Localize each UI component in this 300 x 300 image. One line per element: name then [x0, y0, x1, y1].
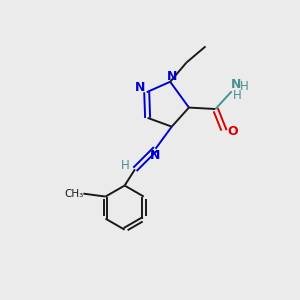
Text: N: N [135, 81, 146, 94]
Text: H: H [232, 89, 241, 102]
Text: N: N [150, 149, 160, 162]
Text: H: H [240, 80, 248, 93]
Text: N: N [167, 70, 178, 83]
Text: O: O [227, 124, 238, 138]
Text: CH₃: CH₃ [64, 189, 84, 199]
Text: N: N [231, 78, 241, 92]
Text: H: H [121, 159, 130, 172]
